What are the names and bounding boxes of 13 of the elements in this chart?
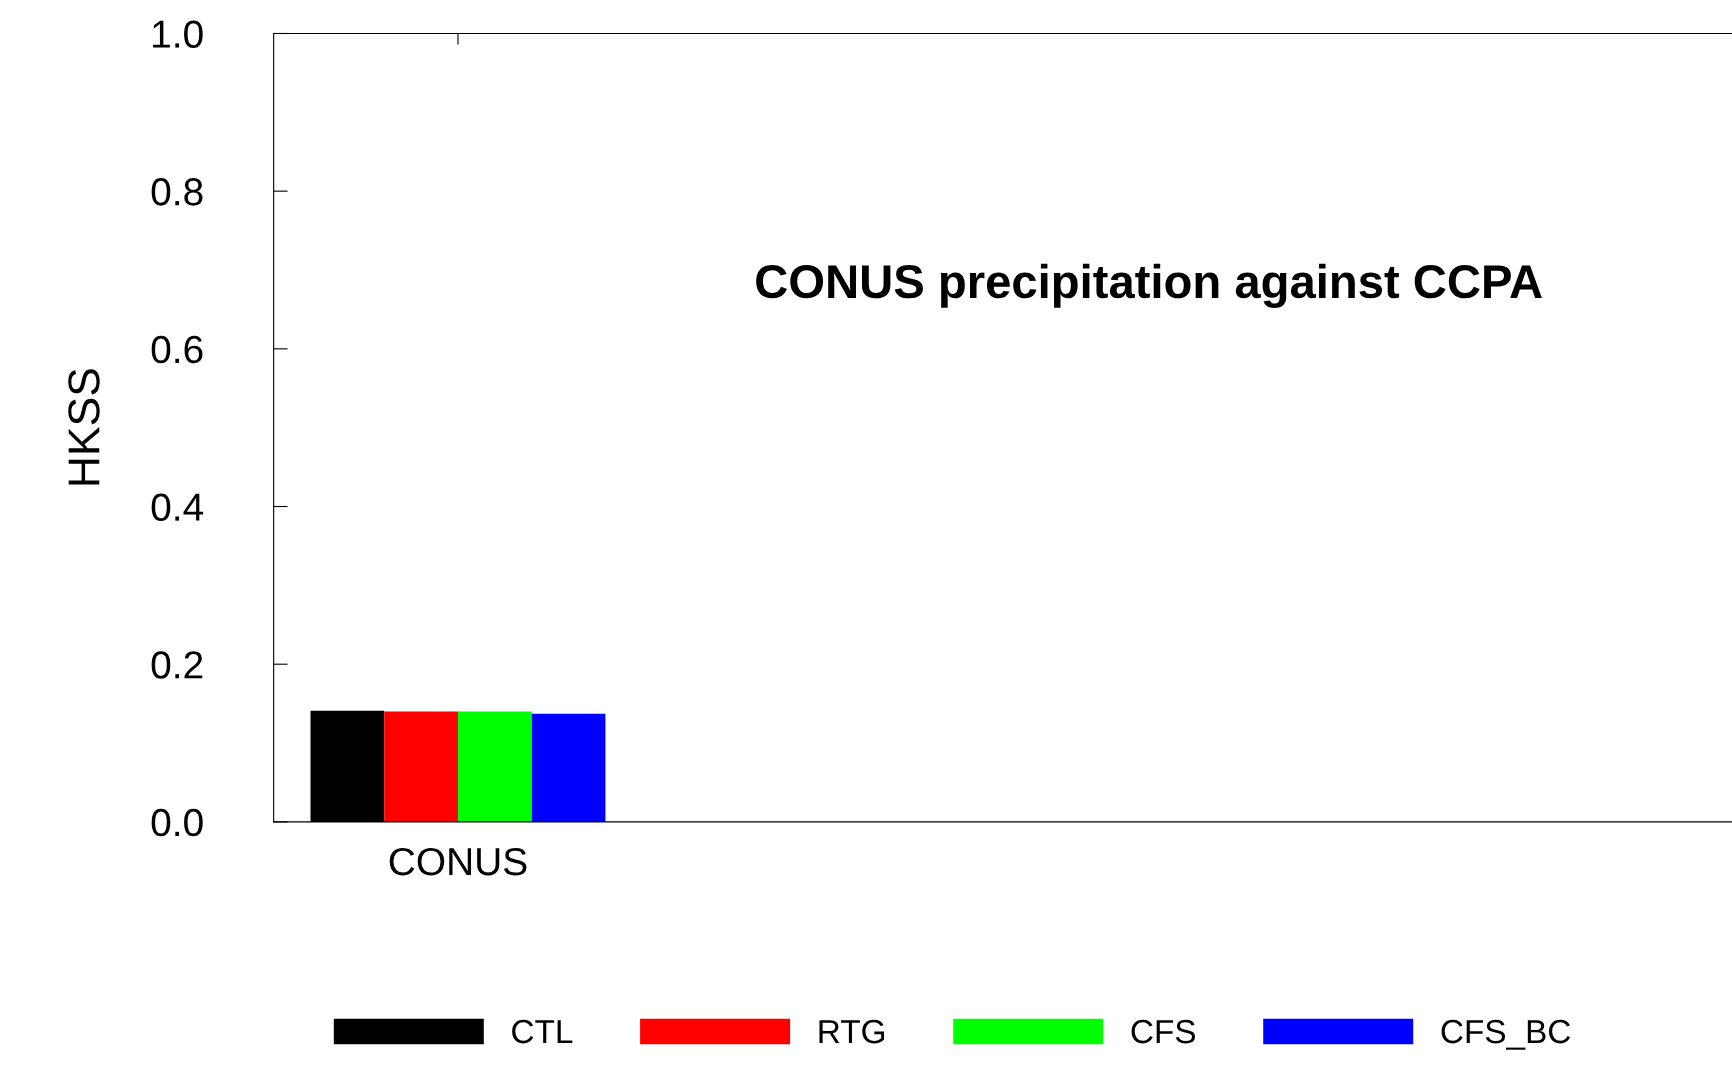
text: CONUS precipitation against CCPA <box>756 263 1542 308</box>
y-tick-label: 1.0 <box>153 20 203 48</box>
y-tick-label: 0.0 <box>151 808 203 837</box>
x-tick-label: CONUS <box>389 847 527 876</box>
y-tick-label: 0.4 <box>151 493 204 521</box>
y-axis-title: HKSS <box>68 369 100 485</box>
legend-label: CFS_BC <box>1441 1019 1571 1050</box>
legend-label: CFS <box>1131 1019 1196 1044</box>
legend-label: RTG <box>819 1019 885 1044</box>
legend-label: CTL <box>512 1019 573 1044</box>
y-tick-label: 0.6 <box>151 335 203 364</box>
y-tick-label: 0.8 <box>151 178 203 206</box>
y-tick-label: 0.2 <box>151 651 203 679</box>
